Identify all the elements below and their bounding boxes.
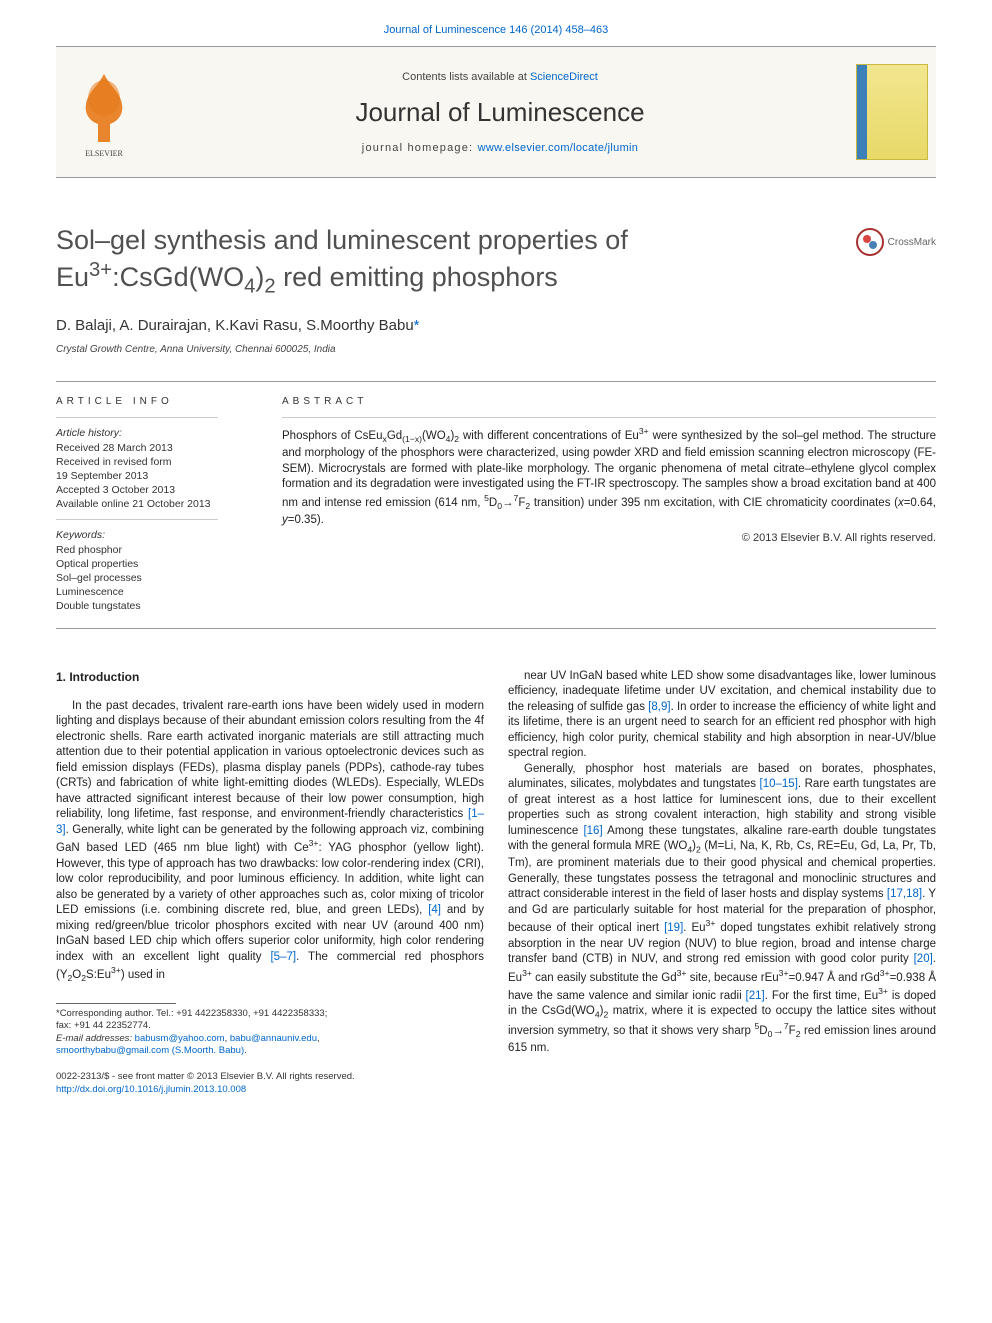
journal-name: Journal of Luminescence xyxy=(355,97,644,128)
authors-list: D. Balaji, A. Durairajan, K.Kavi Rasu, S… xyxy=(56,317,936,334)
corresponding-author-footnote: *Corresponding author. Tel.: +91 4422358… xyxy=(56,1008,484,1033)
history-line: Received 28 March 2013 xyxy=(56,441,246,455)
top-journal-link[interactable]: Journal of Luminescence 146 (2014) 458–4… xyxy=(56,24,936,36)
email-footnote: E-mail addresses: babusm@yahoo.com, babu… xyxy=(56,1033,484,1058)
body-paragraph: Generally, phosphor host materials are b… xyxy=(508,762,936,1057)
history-line: Received in revised form xyxy=(56,455,246,469)
keywords-label: Keywords: xyxy=(56,528,246,542)
sciencedirect-link[interactable]: ScienceDirect xyxy=(530,71,598,83)
history-line: Accepted 3 October 2013 xyxy=(56,483,246,497)
abstract-label: ABSTRACT xyxy=(282,396,936,407)
journal-header: ELSEVIER Contents lists available at Sci… xyxy=(56,46,936,178)
footnote-rule xyxy=(56,1003,176,1004)
keyword: Luminescence xyxy=(56,585,246,599)
homepage-prefix: journal homepage: xyxy=(362,142,478,154)
article-info-label: ARTICLE INFO xyxy=(56,396,246,407)
keyword: Double tungstates xyxy=(56,599,246,613)
elsevier-logo: ELSEVIER xyxy=(56,47,152,177)
email-label: E-mail addresses: xyxy=(56,1033,135,1044)
body-paragraph: In the past decades, trivalent rare-eart… xyxy=(56,699,484,985)
crossmark-badge[interactable]: CrossMark xyxy=(856,228,936,256)
homepage-line: journal homepage: www.elsevier.com/locat… xyxy=(362,142,638,154)
doi-link[interactable]: http://dx.doi.org/10.1016/j.jlumin.2013.… xyxy=(56,1084,484,1096)
info-divider xyxy=(56,417,218,418)
history-line: Available online 21 October 2013 xyxy=(56,497,246,511)
bottom-meta: 0022-2313/$ - see front matter © 2013 El… xyxy=(56,1071,484,1096)
journal-cover-thumbnail xyxy=(848,47,936,177)
homepage-link[interactable]: www.elsevier.com/locate/jlumin xyxy=(478,142,639,154)
article-history: Article history: Received 28 March 2013 … xyxy=(56,426,246,511)
horizontal-rule xyxy=(56,381,936,382)
keyword: Red phosphor xyxy=(56,543,246,557)
keyword: Sol–gel processes xyxy=(56,571,246,585)
abstract-text: Phosphors of CsEuxGd(1−x)(WO4)2 with dif… xyxy=(282,426,936,528)
affiliation: Crystal Growth Centre, Anna University, … xyxy=(56,344,936,355)
info-divider xyxy=(56,519,218,520)
article-title: Sol–gel synthesis and luminescent proper… xyxy=(56,224,836,299)
keyword: Optical properties xyxy=(56,557,246,571)
body-column-left: 1. Introduction In the past decades, tri… xyxy=(56,669,484,1097)
issn-line: 0022-2313/$ - see front matter © 2013 El… xyxy=(56,1071,484,1083)
body-paragraph: near UV InGaN based white LED show some … xyxy=(508,669,936,762)
body-column-right: near UV InGaN based white LED show some … xyxy=(508,669,936,1097)
horizontal-rule xyxy=(56,628,936,629)
elsevier-tree-icon: ELSEVIER xyxy=(68,64,140,160)
history-label: Article history: xyxy=(56,426,246,440)
keywords-block: Keywords: Red phosphor Optical propertie… xyxy=(56,528,246,613)
crossmark-icon xyxy=(862,234,878,250)
contents-lists-label: Contents lists available at ScienceDirec… xyxy=(402,71,598,83)
crossmark-label: CrossMark xyxy=(888,237,936,248)
info-divider xyxy=(282,417,936,418)
svg-text:ELSEVIER: ELSEVIER xyxy=(85,149,123,158)
contents-prefix: Contents lists available at xyxy=(402,71,530,83)
history-line: 19 September 2013 xyxy=(56,469,246,483)
abstract-copyright: © 2013 Elsevier B.V. All rights reserved… xyxy=(282,532,936,544)
section-heading-introduction: 1. Introduction xyxy=(56,669,484,685)
